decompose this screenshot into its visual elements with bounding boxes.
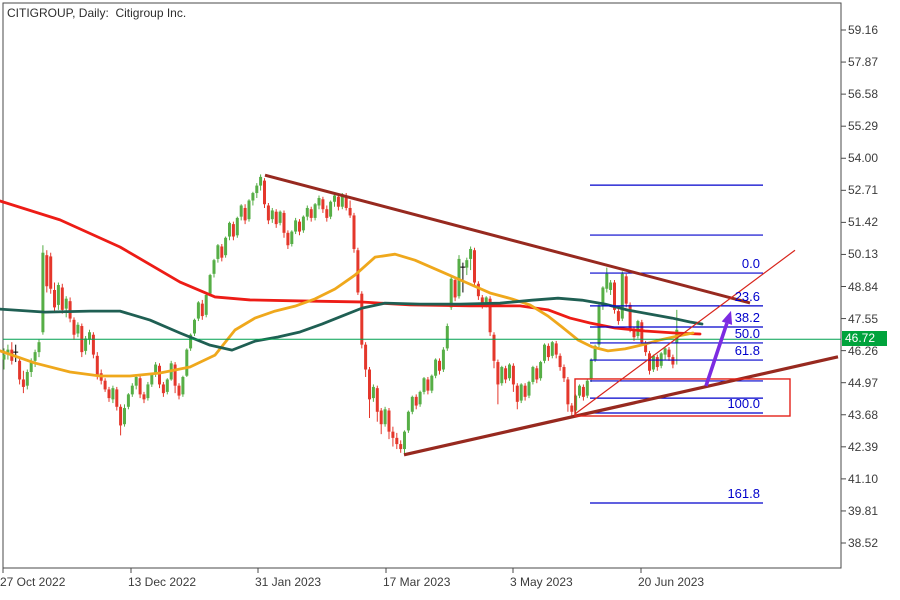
y-axis-label: 47.55 bbox=[848, 311, 879, 326]
y-axis-label: 50.13 bbox=[848, 247, 879, 262]
x-axis-label: 27 Oct 2022 bbox=[0, 575, 66, 589]
fib-label-61.8: 61.8 bbox=[734, 343, 760, 359]
x-axis-label: 31 Jan 2023 bbox=[255, 575, 322, 589]
y-axis-label: 43.68 bbox=[848, 407, 879, 422]
consolidation-box[interactable] bbox=[574, 378, 791, 417]
x-axis-label: 3 May 2023 bbox=[510, 575, 573, 589]
y-axis-label: 57.87 bbox=[848, 55, 879, 70]
y-axis-label: 59.16 bbox=[848, 23, 879, 37]
fibonacci-retracement[interactable] bbox=[590, 184, 763, 504]
ma-orange bbox=[0, 252, 695, 378]
y-axis-label: 55.29 bbox=[848, 119, 879, 134]
up-arrow[interactable] bbox=[704, 310, 733, 387]
y-axis-label: 48.84 bbox=[848, 279, 879, 294]
chart-frame bbox=[2, 2, 846, 573]
fib-label-50.0: 50.0 bbox=[734, 325, 760, 341]
y-axis-label: 41.10 bbox=[848, 471, 879, 486]
ascending-trendline[interactable] bbox=[403, 355, 839, 457]
chart-title: CITIGROUP, Daily: Citigroup Inc. bbox=[7, 6, 187, 20]
fib-label-100.0: 100.0 bbox=[727, 396, 760, 411]
y-axis-label: 54.00 bbox=[848, 151, 879, 166]
ma-teal bbox=[0, 296, 704, 352]
y-axis-label: 39.81 bbox=[848, 503, 879, 518]
y-axis-label: 38.52 bbox=[848, 536, 879, 550]
fib-label-0.0: 0.0 bbox=[741, 256, 760, 272]
thin-red-trendline[interactable] bbox=[574, 249, 796, 415]
descending-trendline[interactable] bbox=[264, 173, 751, 305]
fib-label-161.8: 161.8 bbox=[727, 485, 760, 501]
x-axis-label: 13 Dec 2022 bbox=[128, 575, 197, 589]
y-axis-label: 42.39 bbox=[848, 439, 879, 454]
y-axis-label: 56.58 bbox=[848, 87, 879, 102]
x-axis-label: 20 Jun 2023 bbox=[638, 575, 705, 589]
y-axis-label: 51.42 bbox=[848, 215, 879, 230]
fib-label-38.2: 38.2 bbox=[734, 310, 760, 326]
current-price-badge: 46.72 bbox=[842, 331, 887, 347]
y-axis-label: 44.97 bbox=[848, 375, 879, 390]
y-axis-label: 46.26 bbox=[848, 343, 879, 358]
y-axis-label: 52.71 bbox=[848, 183, 879, 198]
fib-label-23.6: 23.6 bbox=[734, 288, 760, 304]
x-axis-label: 17 Mar 2023 bbox=[383, 575, 451, 589]
